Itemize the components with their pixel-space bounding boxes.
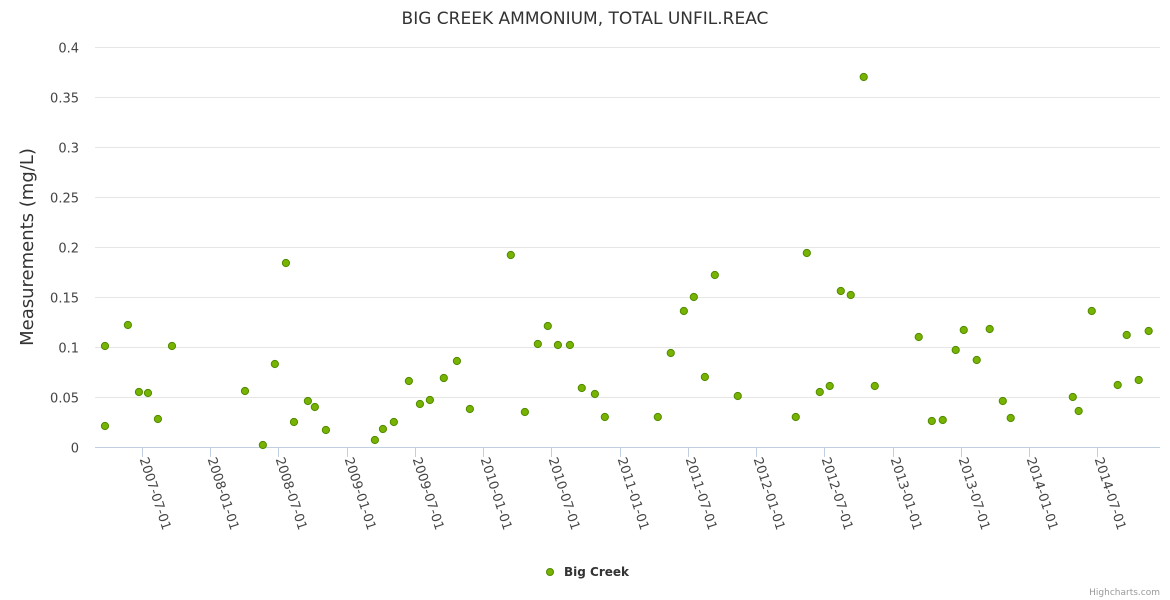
- data-point[interactable]: [153, 414, 163, 424]
- data-point[interactable]: [1068, 392, 1077, 402]
- legend-marker: [546, 568, 554, 576]
- data-point[interactable]: [270, 359, 279, 369]
- x-tick-label: 2009-01-01: [341, 456, 379, 532]
- y-tick-label: 0: [71, 442, 79, 457]
- data-point[interactable]: [1074, 406, 1083, 416]
- data-point[interactable]: [577, 383, 586, 393]
- data-point[interactable]: [1113, 380, 1122, 390]
- data-point[interactable]: [289, 417, 299, 427]
- data-point[interactable]: [520, 407, 529, 417]
- data-point[interactable]: [123, 320, 132, 330]
- y-tick-label: 0.3: [58, 142, 79, 157]
- data-point[interactable]: [143, 388, 153, 398]
- data-point[interactable]: [600, 412, 609, 422]
- data-point[interactable]: [666, 348, 675, 358]
- data-point[interactable]: [985, 324, 994, 334]
- data-point[interactable]: [733, 391, 742, 401]
- grid-lines: [95, 47, 1160, 398]
- x-tick-label: 2007-07-01: [136, 456, 174, 532]
- y-tick-label: 0.1: [58, 342, 79, 357]
- y-tick-label: 0.25: [50, 192, 79, 207]
- data-point[interactable]: [802, 248, 811, 258]
- data-point[interactable]: [281, 258, 291, 268]
- data-point[interactable]: [679, 306, 688, 316]
- data-point[interactable]: [590, 389, 599, 399]
- data-point[interactable]: [815, 387, 824, 397]
- data-point[interactable]: [1006, 413, 1015, 423]
- x-tick-label: 2008-01-01: [204, 456, 242, 532]
- x-tick-label: 2013-07-01: [955, 456, 993, 532]
- data-point[interactable]: [951, 345, 960, 355]
- x-tick-label: 2012-07-01: [818, 456, 856, 532]
- data-point[interactable]: [303, 396, 312, 406]
- data-point[interactable]: [543, 321, 552, 331]
- data-point[interactable]: [533, 339, 542, 349]
- data-point[interactable]: [100, 341, 110, 351]
- data-point[interactable]: [553, 340, 563, 350]
- y-tick-label: 0.05: [50, 392, 79, 407]
- data-point[interactable]: [870, 381, 879, 391]
- y-axis-title: Measurements (mg/L): [17, 148, 38, 346]
- x-tick-label: 2010-01-01: [477, 456, 515, 532]
- x-tick-label: 2011-07-01: [682, 456, 720, 532]
- data-point[interactable]: [700, 372, 709, 382]
- data-point[interactable]: [972, 355, 981, 365]
- y-tick-label: 0.15: [50, 292, 79, 307]
- data-point[interactable]: [310, 402, 319, 412]
- y-tick-label: 0.2: [58, 242, 79, 257]
- data-point[interactable]: [914, 332, 923, 342]
- x-tick-label: 2014-01-01: [1023, 456, 1061, 532]
- data-point[interactable]: [465, 404, 474, 414]
- data-point[interactable]: [836, 286, 845, 296]
- data-point[interactable]: [389, 417, 398, 427]
- data-point[interactable]: [100, 421, 110, 431]
- data-point[interactable]: [321, 425, 331, 435]
- credits-link[interactable]: Highcharts.com: [1089, 588, 1160, 598]
- data-point[interactable]: [846, 290, 855, 300]
- data-point[interactable]: [452, 356, 462, 366]
- data-point[interactable]: [439, 373, 448, 383]
- data-point[interactable]: [998, 396, 1007, 406]
- data-point[interactable]: [425, 395, 434, 405]
- series-big-creek: [100, 72, 1153, 450]
- data-point[interactable]: [1134, 375, 1143, 385]
- x-tick-label: 2009-07-01: [409, 456, 447, 532]
- data-point[interactable]: [689, 292, 698, 302]
- data-point[interactable]: [1087, 306, 1096, 316]
- data-point[interactable]: [927, 416, 936, 426]
- data-point[interactable]: [1122, 330, 1131, 340]
- data-point[interactable]: [1144, 326, 1153, 336]
- data-point[interactable]: [938, 415, 947, 425]
- data-point[interactable]: [167, 341, 177, 351]
- y-tick-label: 0.4: [58, 42, 79, 57]
- legend-label: Big Creek: [564, 565, 630, 579]
- data-point[interactable]: [404, 376, 413, 386]
- y-axis-ticks: 0 0.05 0.1 0.15 0.2 0.25 0.3 0.35 0.4: [50, 42, 79, 457]
- x-tick-label: 2010-07-01: [545, 456, 583, 532]
- data-point[interactable]: [710, 270, 719, 280]
- legend-item-big-creek[interactable]: Big Creek: [546, 565, 631, 579]
- chart-title: BIG CREEK AMMONIUM, TOTAL UNFIL.REAC: [402, 9, 769, 29]
- x-tick-label: 2011-01-01: [614, 456, 652, 532]
- data-point[interactable]: [825, 381, 834, 391]
- data-point[interactable]: [565, 340, 575, 350]
- data-point[interactable]: [859, 72, 868, 82]
- data-point[interactable]: [415, 399, 425, 409]
- x-tick-label: 2008-07-01: [272, 456, 310, 532]
- data-point[interactable]: [134, 387, 144, 397]
- y-tick-label: 0.35: [50, 92, 79, 107]
- data-point[interactable]: [959, 325, 968, 335]
- data-point[interactable]: [791, 412, 800, 422]
- data-point[interactable]: [653, 412, 662, 422]
- data-point[interactable]: [258, 440, 267, 450]
- x-tick-label: 2014-07-01: [1091, 456, 1129, 532]
- x-tick-label: 2013-01-01: [887, 456, 925, 532]
- data-point[interactable]: [240, 386, 250, 396]
- data-point[interactable]: [378, 424, 388, 434]
- x-tick-label: 2012-01-01: [750, 456, 788, 532]
- x-axis-ticks: 2007-07-01 2008-01-01 2008-07-01 2009-01-01…: [136, 447, 1129, 532]
- data-point[interactable]: [370, 435, 379, 445]
- data-point[interactable]: [506, 250, 515, 260]
